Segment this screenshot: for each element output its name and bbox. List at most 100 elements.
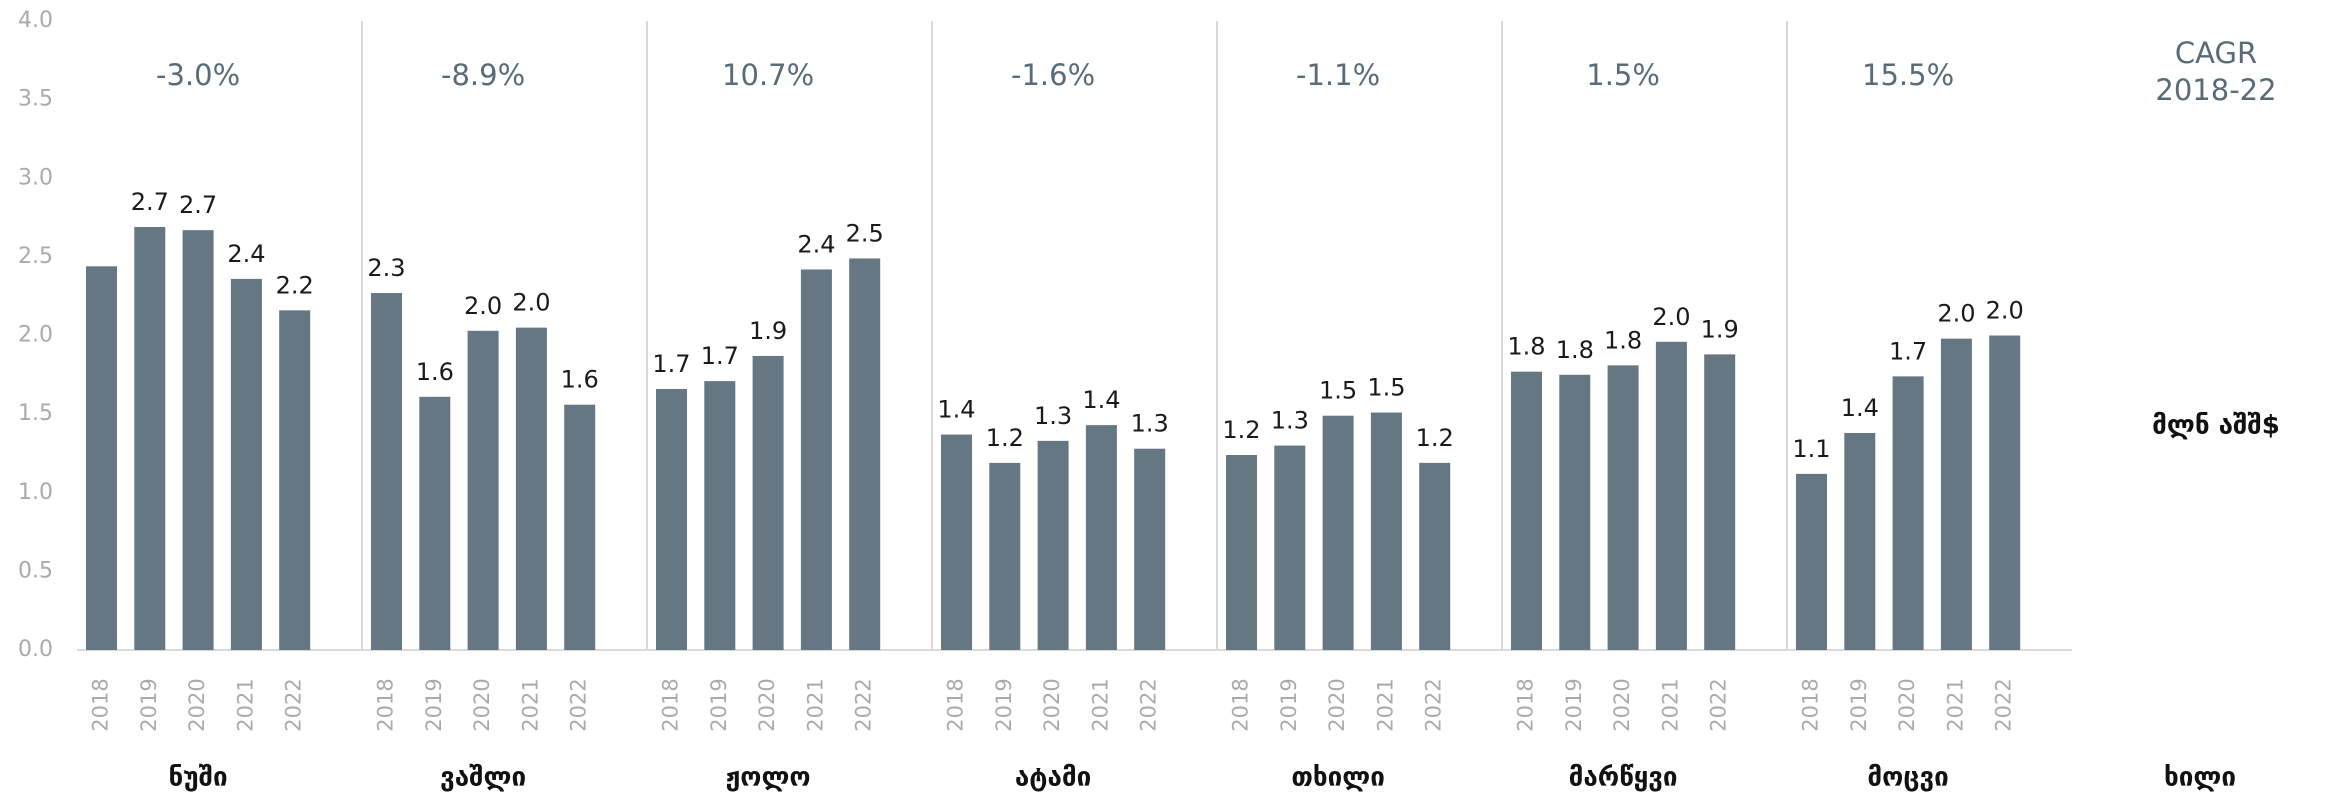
data-label: 2.0: [464, 292, 502, 320]
data-label: 1.8: [1556, 336, 1594, 364]
bar: [656, 388, 687, 650]
data-label: 1.3: [1131, 410, 1169, 438]
bar: [182, 230, 214, 650]
group-label: მოცვი: [1867, 763, 1948, 793]
y-tick-label: 3.0: [18, 165, 53, 190]
bar: [1134, 448, 1166, 650]
data-label: 2.2: [276, 271, 314, 299]
x-tick-label: 2022: [1707, 678, 1731, 731]
data-label: 2.4: [797, 230, 835, 258]
x-tick-label: 2020: [1610, 678, 1634, 731]
bar: [1844, 432, 1876, 650]
bar: [1796, 473, 1827, 650]
x-tick-label: 2020: [1895, 678, 1919, 731]
x-tick-label: 2021: [233, 678, 257, 731]
bar: [1559, 374, 1591, 650]
bar: [1655, 341, 1687, 650]
x-tick-label: 2019: [992, 678, 1016, 731]
y-tick-label: 0.5: [18, 558, 53, 583]
x-tick-label: 2022: [1992, 678, 2016, 731]
x-tick-label: 2021: [1373, 678, 1397, 731]
cagr-title: CAGR: [2175, 36, 2257, 70]
data-label: 1.7: [701, 342, 739, 370]
x-tick-label: 2018: [89, 678, 113, 731]
y-axis-label: მლნ აშშ$: [2152, 411, 2280, 441]
x-tick-label: 2019: [1277, 678, 1301, 731]
data-label: 2.0: [512, 289, 550, 317]
bar: [134, 226, 166, 650]
group-label: ნუში: [169, 763, 228, 793]
bar: [1037, 440, 1069, 650]
data-label: 1.2: [1222, 416, 1260, 444]
bar: [989, 462, 1021, 650]
group-label: ჟოლო: [726, 763, 811, 793]
cagr-label: -8.9%: [441, 58, 525, 92]
x-tick-label: 2018: [1514, 678, 1538, 731]
bar: [1370, 412, 1402, 650]
bar: [1607, 365, 1639, 650]
cagr-label: -1.6%: [1011, 58, 1095, 92]
x-tick-label: 2018: [659, 678, 683, 731]
bar: [1892, 376, 1924, 650]
x-tick-label: 2021: [1943, 678, 1967, 731]
x-tick-label: 2020: [185, 678, 209, 731]
x-tick-label: 2018: [1229, 678, 1253, 731]
bar: [849, 258, 881, 650]
x-tick-label: 2022: [282, 678, 306, 731]
bar: [1704, 354, 1736, 650]
group-label: ვაშლი: [440, 763, 526, 793]
data-label: 1.3: [1034, 402, 1072, 430]
data-label: 2.7: [179, 191, 217, 219]
x-tick-label: 2019: [1847, 678, 1871, 731]
bar: [1419, 462, 1451, 650]
y-tick-label: 3.5: [18, 87, 53, 112]
data-label: 2.7: [131, 188, 169, 216]
data-label: 2.5: [846, 219, 884, 247]
data-label: 2.3: [367, 254, 405, 282]
x-tick-label: 2019: [1562, 678, 1586, 731]
data-label: 1.1: [1792, 435, 1830, 463]
data-label: 1.8: [1507, 333, 1545, 361]
bar: [1274, 445, 1306, 650]
bar: [1989, 335, 2021, 650]
data-label: 1.5: [1367, 374, 1405, 402]
bar: [371, 293, 402, 650]
x-tick-label: 2018: [374, 678, 398, 731]
x-tick-label: 2019: [422, 678, 446, 731]
data-label: 1.4: [1841, 394, 1879, 422]
cagr-label: 1.5%: [1586, 58, 1660, 92]
x-tick-label: 2021: [518, 678, 542, 731]
bar: [752, 355, 784, 650]
data-label: 1.2: [986, 424, 1024, 452]
x-tick-label: 2019: [707, 678, 731, 731]
data-label: 1.2: [1416, 424, 1454, 452]
bar: [515, 327, 547, 650]
data-label: 1.6: [561, 366, 599, 394]
bar: [1511, 371, 1542, 650]
group-label: თხილი: [1291, 763, 1385, 793]
y-tick-label: 2.0: [18, 323, 53, 348]
bar: [1940, 338, 1972, 650]
bar: [564, 404, 596, 650]
data-label: 1.5: [1319, 377, 1357, 405]
data-label: 1.6: [416, 358, 454, 386]
y-tick-label: 1.5: [18, 401, 53, 426]
data-label: 1.8: [1604, 326, 1642, 354]
data-label: 1.7: [652, 350, 690, 378]
x-tick-label: 2018: [1799, 678, 1823, 731]
data-label: 2.0: [1652, 303, 1690, 331]
bar: [704, 381, 736, 650]
x-tick-label: 2022: [1422, 678, 1446, 731]
y-tick-label: 2.5: [18, 244, 53, 269]
cagr-label: 10.7%: [722, 58, 814, 92]
data-label: 2.0: [1986, 297, 2024, 325]
x-tick-label: 2022: [567, 678, 591, 731]
bar: [86, 266, 117, 650]
x-tick-label: 2019: [137, 678, 161, 731]
data-label: 1.4: [1082, 386, 1120, 414]
data-label: 1.9: [749, 317, 787, 345]
y-tick-label: 0.0: [18, 637, 53, 662]
cagr-label: 15.5%: [1862, 58, 1954, 92]
y-tick-label: 4.0: [18, 8, 53, 33]
